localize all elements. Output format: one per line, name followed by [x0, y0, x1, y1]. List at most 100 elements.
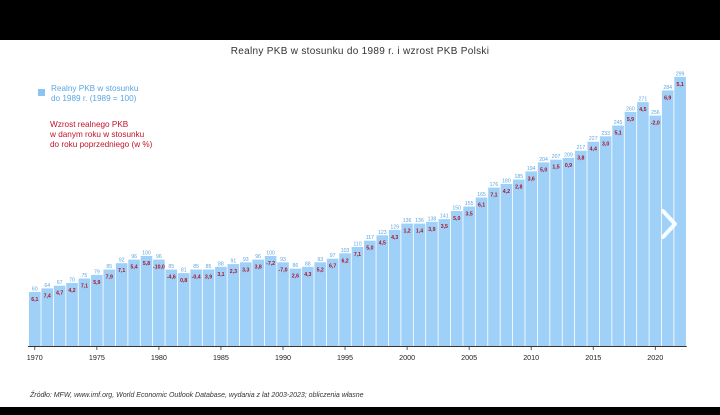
next-slide-button[interactable]: [656, 208, 682, 240]
growth-label-1989: -7,2: [266, 261, 275, 267]
growth-label-1970: 6,1: [31, 297, 38, 303]
value-label-1978: 96: [131, 254, 137, 260]
growth-label-2019: 4,5: [639, 107, 646, 113]
growth-label-1988: 3,8: [255, 265, 262, 271]
source-note: Źródło: MFW, www.imf.org, World Economic…: [30, 392, 364, 399]
value-label-2005: 155: [465, 201, 474, 207]
bar-2007: [488, 187, 500, 346]
legend-gdp-line1: Realny PKB w stosunku: [51, 84, 139, 93]
value-label-1987: 93: [243, 257, 249, 263]
x-tick-label-1980: 1980: [151, 353, 167, 362]
growth-label-1998: 4,5: [379, 240, 386, 246]
bar-1997: [364, 240, 376, 346]
growth-label-2018: 5,9: [627, 117, 634, 123]
growth-label-1987: 3,3: [242, 267, 249, 273]
legend-gdp-label: Realny PKB w stosunku do 1989 r. (1989 =…: [51, 84, 181, 104]
top-black-bar: [0, 0, 720, 40]
value-label-1982: 81: [181, 268, 187, 274]
value-label-1992: 88: [305, 261, 311, 267]
growth-label-2020: -2,0: [651, 121, 660, 127]
bar-1972: [53, 285, 66, 346]
value-label-1979: 100: [142, 251, 151, 257]
growth-label-2007: 7,1: [490, 193, 497, 199]
growth-label-1981: -4,6: [167, 275, 176, 281]
bar-2004: [450, 211, 463, 346]
bar-1973: [66, 283, 78, 346]
growth-label-2008: 4,2: [503, 189, 510, 195]
value-label-2014: 217: [577, 145, 586, 151]
legend-swatch-gdp: [38, 89, 45, 96]
bar-2009: [512, 179, 525, 346]
bar-1990: [277, 262, 289, 346]
value-label-2012: 207: [552, 154, 561, 160]
value-label-1984: 85: [206, 264, 212, 270]
bar-1981: [165, 269, 178, 346]
growth-label-2014: 3,8: [577, 156, 584, 162]
value-label-2004: 150: [452, 206, 461, 212]
legend-growth-line2: w danym roku w stosunku: [50, 130, 145, 139]
value-label-1985: 88: [218, 261, 224, 267]
value-label-1989: 100: [266, 251, 275, 257]
bar-1983: [190, 269, 202, 346]
bottom-black-bar: [0, 407, 720, 415]
growth-label-1979: 5,8: [143, 261, 150, 267]
bar-1992: [302, 266, 314, 346]
value-label-2010: 194: [527, 166, 536, 172]
bar-1979: [140, 256, 153, 346]
prev-slide-button[interactable]: [40, 208, 66, 240]
growth-label-1991: 2,6: [292, 274, 299, 280]
bar-1974: [78, 278, 91, 346]
bar-2000: [401, 223, 413, 346]
x-tick-label-1990: 1990: [275, 353, 291, 362]
value-label-1997: 117: [366, 235, 374, 241]
growth-label-1982: 0,8: [180, 278, 187, 284]
value-label-2009: 185: [514, 174, 523, 180]
value-label-1980: 96: [156, 254, 162, 260]
growth-label-1990: -7,0: [279, 267, 288, 273]
chevron-right-icon: [661, 209, 677, 239]
value-label-1972: 67: [57, 280, 63, 286]
value-label-2022: 299: [676, 71, 685, 77]
growth-label-2015: 4,4: [590, 147, 597, 153]
value-label-1977: 92: [119, 258, 125, 264]
bar-2012: [550, 159, 562, 346]
growth-label-1980: -10,0: [153, 265, 165, 271]
growth-label-2000: 1,2: [403, 229, 410, 235]
bar-1999: [388, 229, 401, 346]
value-label-1970: 60: [32, 287, 38, 293]
value-label-2019: 271: [639, 97, 648, 103]
x-tick-label-2005: 2005: [461, 353, 477, 362]
bar-1986: [227, 264, 240, 346]
growth-label-2011: 5,0: [540, 167, 547, 173]
growth-label-2010: 3,6: [528, 176, 535, 182]
bar-1994: [326, 258, 339, 346]
growth-label-1983: -0,4: [192, 275, 201, 281]
value-label-1976: 85: [106, 264, 112, 270]
bar-2016: [599, 136, 612, 346]
bar-1998: [376, 235, 389, 346]
value-label-1998: 123: [378, 230, 387, 236]
growth-label-2004: 5,0: [453, 216, 460, 222]
x-tick-label-1985: 1985: [213, 353, 229, 362]
growth-label-1975: 5,9: [93, 280, 100, 286]
bar-2008: [500, 184, 513, 346]
value-label-2006: 165: [477, 192, 486, 198]
growth-label-2012: 1,5: [552, 165, 559, 171]
growth-label-2001: 1,4: [416, 229, 423, 235]
bar-2019: [637, 102, 649, 346]
x-tick-label-2000: 2000: [399, 353, 415, 362]
chart-title: Realny PKB w stosunku do 1989 r. i wzros…: [230, 46, 490, 57]
bar-2017: [612, 125, 624, 346]
growth-label-1997: 5,0: [366, 246, 373, 252]
growth-label-1996: 7,1: [354, 252, 361, 258]
growth-label-1978: 5,4: [130, 265, 137, 271]
value-label-1974: 75: [82, 273, 88, 279]
growth-label-1976: 7,9: [106, 275, 113, 281]
bar-2013: [562, 157, 575, 346]
bar-1991: [289, 268, 302, 346]
bar-2001: [413, 223, 426, 346]
x-tick-label-1995: 1995: [337, 353, 353, 362]
bar-1987: [239, 262, 252, 346]
growth-label-1984: 3,9: [205, 275, 212, 281]
